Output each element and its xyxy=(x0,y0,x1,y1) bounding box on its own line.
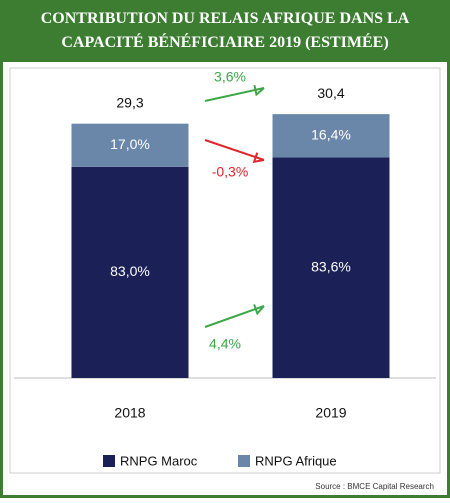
annotation: 4,4% xyxy=(209,336,241,352)
total-label: 29,3 xyxy=(116,94,143,110)
arrow-head xyxy=(253,304,265,316)
legend-swatch xyxy=(103,455,115,467)
value-label: 17,0% xyxy=(110,136,150,152)
bar-segment xyxy=(272,157,390,378)
legend-label: RNPG Afrique xyxy=(255,453,337,468)
value-label: 83,0% xyxy=(110,263,150,279)
arrow xyxy=(204,87,265,102)
annotation: -0,3% xyxy=(212,164,249,180)
chart-title: CONTRIBUTION DU RELAIS AFRIQUE DANS LA CA… xyxy=(41,10,410,51)
value-label: 83,6% xyxy=(311,258,351,274)
total-label: 30,4 xyxy=(317,85,344,101)
arrow xyxy=(204,139,265,161)
value-label: 16,4% xyxy=(311,126,351,142)
x-tick-label: 2019 xyxy=(315,405,346,421)
source: Source : BMCE Capital Research xyxy=(315,482,434,491)
legend-label: RNPG Maroc xyxy=(120,453,198,468)
bar-segment xyxy=(71,123,189,167)
arrow xyxy=(204,305,265,328)
x-tick-label: 2018 xyxy=(114,405,145,421)
arrow-head xyxy=(253,84,265,97)
bar-segment xyxy=(272,114,390,158)
legend-swatch xyxy=(238,455,250,467)
bar-segment xyxy=(71,166,189,378)
annotation: 3,6% xyxy=(214,69,246,85)
header xyxy=(0,0,450,62)
arrow-head xyxy=(252,152,265,163)
